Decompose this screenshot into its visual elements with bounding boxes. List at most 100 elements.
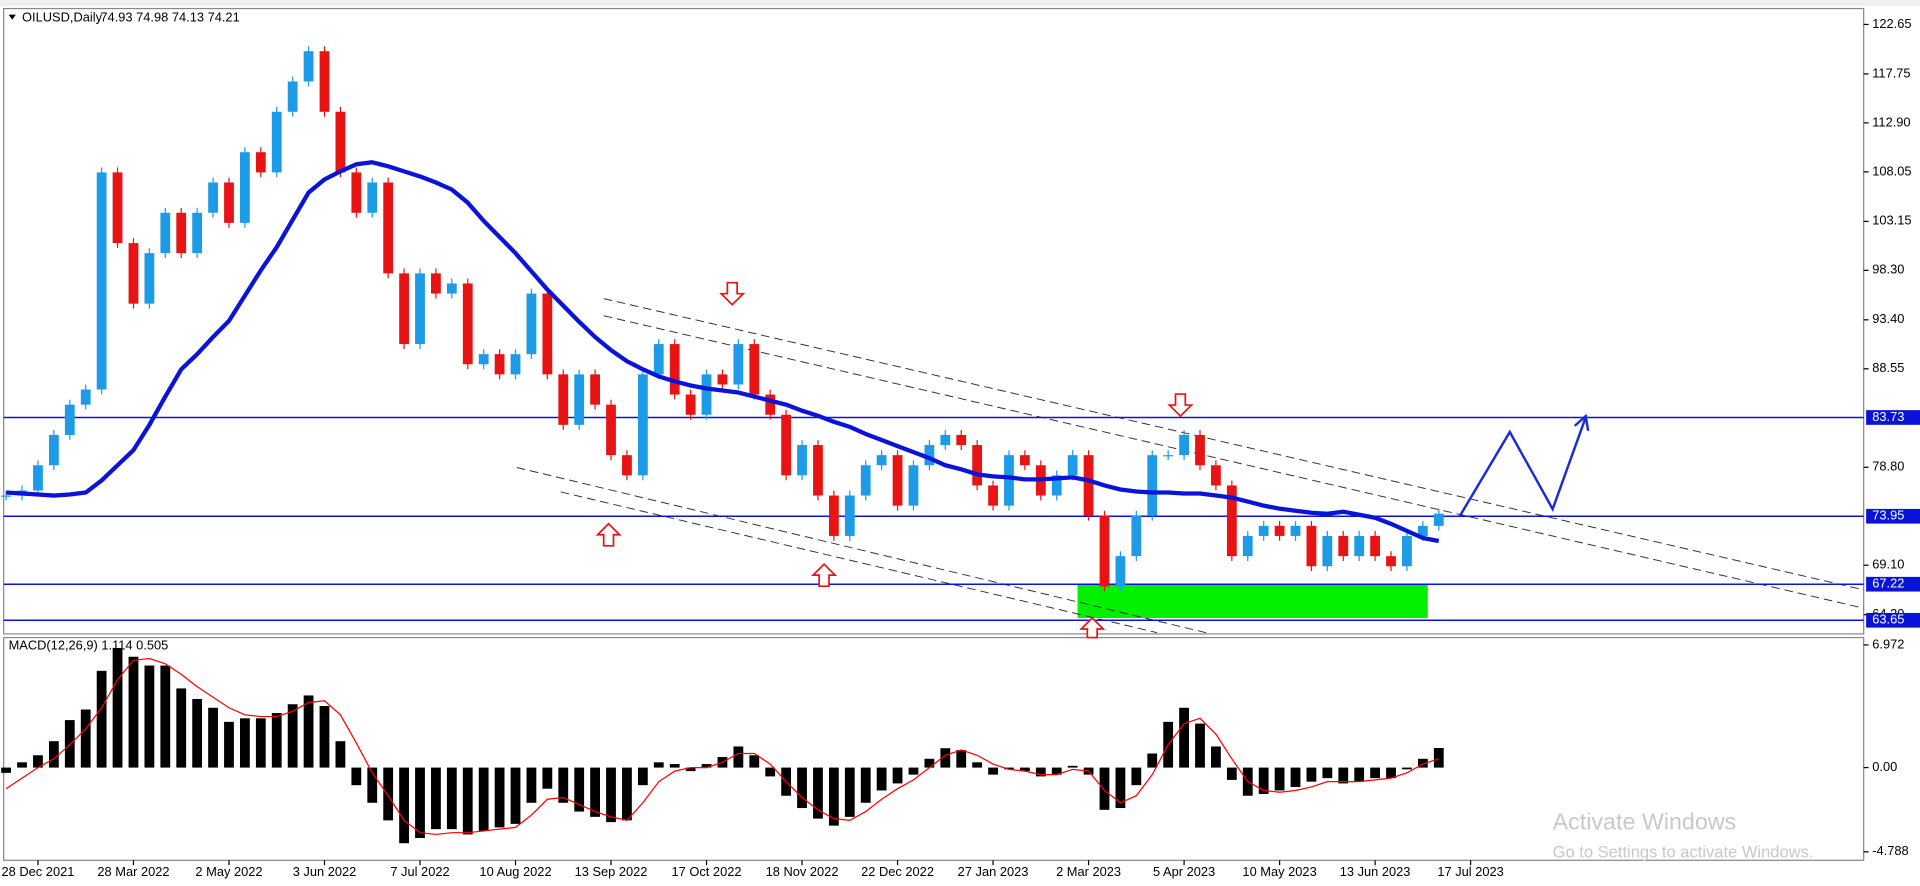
macd-bar — [415, 767, 425, 838]
y-tick-label: 78.80 — [1872, 459, 1904, 474]
candle — [1226, 485, 1237, 557]
candle — [558, 374, 569, 425]
macd-bar — [685, 767, 696, 772]
candle — [478, 354, 489, 365]
candle — [972, 445, 983, 486]
candle — [335, 111, 346, 173]
candle — [1242, 535, 1253, 557]
macd-bar — [653, 762, 664, 768]
macd-bar — [1306, 767, 1317, 782]
candle — [208, 182, 218, 213]
candle — [1020, 455, 1030, 466]
macd-bar — [1402, 767, 1412, 770]
macd-bar — [112, 647, 123, 768]
channel-line — [560, 491, 1158, 634]
candle — [813, 445, 823, 496]
top-strip — [0, 0, 1920, 7]
macd-bar — [1274, 767, 1285, 791]
candle — [1115, 556, 1126, 587]
macd-bar — [797, 767, 807, 809]
candle — [303, 51, 314, 82]
candle — [956, 434, 967, 446]
macd-bar — [1051, 767, 1062, 775]
macd-bar — [892, 767, 903, 784]
candle — [892, 455, 903, 506]
macd-bar — [367, 767, 378, 803]
candle — [112, 172, 123, 244]
candle — [1211, 465, 1221, 486]
candle — [876, 455, 887, 466]
level-label: 67.22 — [1872, 576, 1904, 591]
macd-bar — [1258, 767, 1269, 794]
macd-bar — [558, 767, 569, 803]
candle — [924, 445, 935, 466]
up-arrow — [1079, 616, 1106, 639]
macd-bar — [478, 767, 489, 831]
candle — [908, 465, 919, 506]
macd-bar — [160, 665, 171, 768]
candle — [271, 111, 282, 173]
candle — [287, 81, 298, 112]
y-tick-label: 122.65 — [1872, 16, 1911, 31]
candle — [828, 495, 839, 536]
candle — [48, 434, 59, 466]
candle — [144, 253, 155, 304]
level-label: 83.73 — [1872, 409, 1904, 424]
x-tick-label: 27 Jan 2023 — [958, 864, 1029, 879]
macd-bar — [1067, 765, 1078, 768]
candle — [1386, 556, 1396, 567]
macd-bar — [144, 665, 155, 768]
candle — [988, 485, 998, 506]
macd-bar — [1004, 767, 1014, 770]
x-tick-label: 22 Dec 2022 — [861, 864, 934, 879]
candle — [1417, 525, 1428, 536]
macd-bar — [1338, 767, 1349, 784]
macd-bar — [17, 762, 27, 768]
projection-arrow — [1458, 413, 1590, 518]
y-tick-label: 117.75 — [1872, 65, 1910, 80]
candle — [526, 293, 537, 355]
macd-bar — [1211, 746, 1221, 768]
candle — [192, 212, 203, 254]
x-tick-label: 10 Aug 2022 — [479, 864, 551, 879]
macd-bar — [351, 767, 362, 786]
macd-bar — [1147, 753, 1158, 768]
candle — [431, 273, 441, 294]
candle — [1067, 455, 1078, 476]
x-tick-label: 5 Apr 2023 — [1153, 864, 1215, 879]
macd-bar — [622, 767, 632, 821]
macd-bar — [33, 755, 43, 768]
candle — [860, 465, 871, 496]
y-tick-label: 108.05 — [1872, 163, 1911, 178]
macd-bar — [255, 718, 266, 768]
channel — [516, 298, 1864, 634]
candle — [351, 172, 362, 213]
down-arrow — [719, 281, 746, 306]
candle — [1370, 535, 1380, 557]
level-label: 73.95 — [1872, 508, 1904, 523]
x-tick-label: 17 Oct 2022 — [672, 864, 742, 879]
x-tick-label: 2 May 2022 — [195, 864, 262, 879]
macd-y-tick-label: -4.788 — [1872, 843, 1908, 858]
candle — [1274, 525, 1285, 536]
macd-bar — [860, 767, 871, 803]
watermark-subtitle: Go to Settings to activate Windows. — [1553, 842, 1814, 861]
support-zone — [1077, 583, 1428, 618]
y-tick-label: 69.10 — [1872, 557, 1904, 572]
macd-bar — [876, 767, 887, 791]
candle — [1131, 515, 1142, 557]
arrows — [595, 281, 1194, 639]
macd-bar — [287, 704, 298, 768]
candle — [717, 374, 728, 385]
macd-bar — [606, 767, 616, 823]
candle — [669, 344, 680, 395]
macd-bar — [908, 767, 919, 775]
macd-bar — [1195, 723, 1205, 768]
candle — [240, 152, 250, 223]
candle — [224, 182, 234, 223]
macd-bar — [749, 755, 760, 768]
candle — [415, 273, 425, 345]
macd-bar — [844, 767, 855, 817]
quote: 74.93 74.98 74.13 74.21 — [100, 10, 239, 25]
macd-bar — [940, 748, 951, 768]
